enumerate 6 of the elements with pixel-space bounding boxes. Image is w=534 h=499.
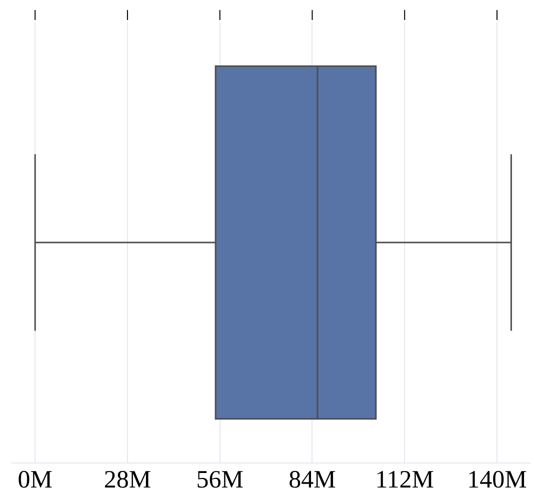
x-tick-label: 28M: [104, 466, 152, 494]
x-tick-label: 112M: [375, 466, 434, 494]
x-tick-label: 0M: [18, 466, 52, 494]
x-tick-label: 84M: [288, 466, 336, 494]
x-tick-label: 56M: [196, 466, 244, 494]
x-tick-label: 140M: [467, 466, 527, 494]
